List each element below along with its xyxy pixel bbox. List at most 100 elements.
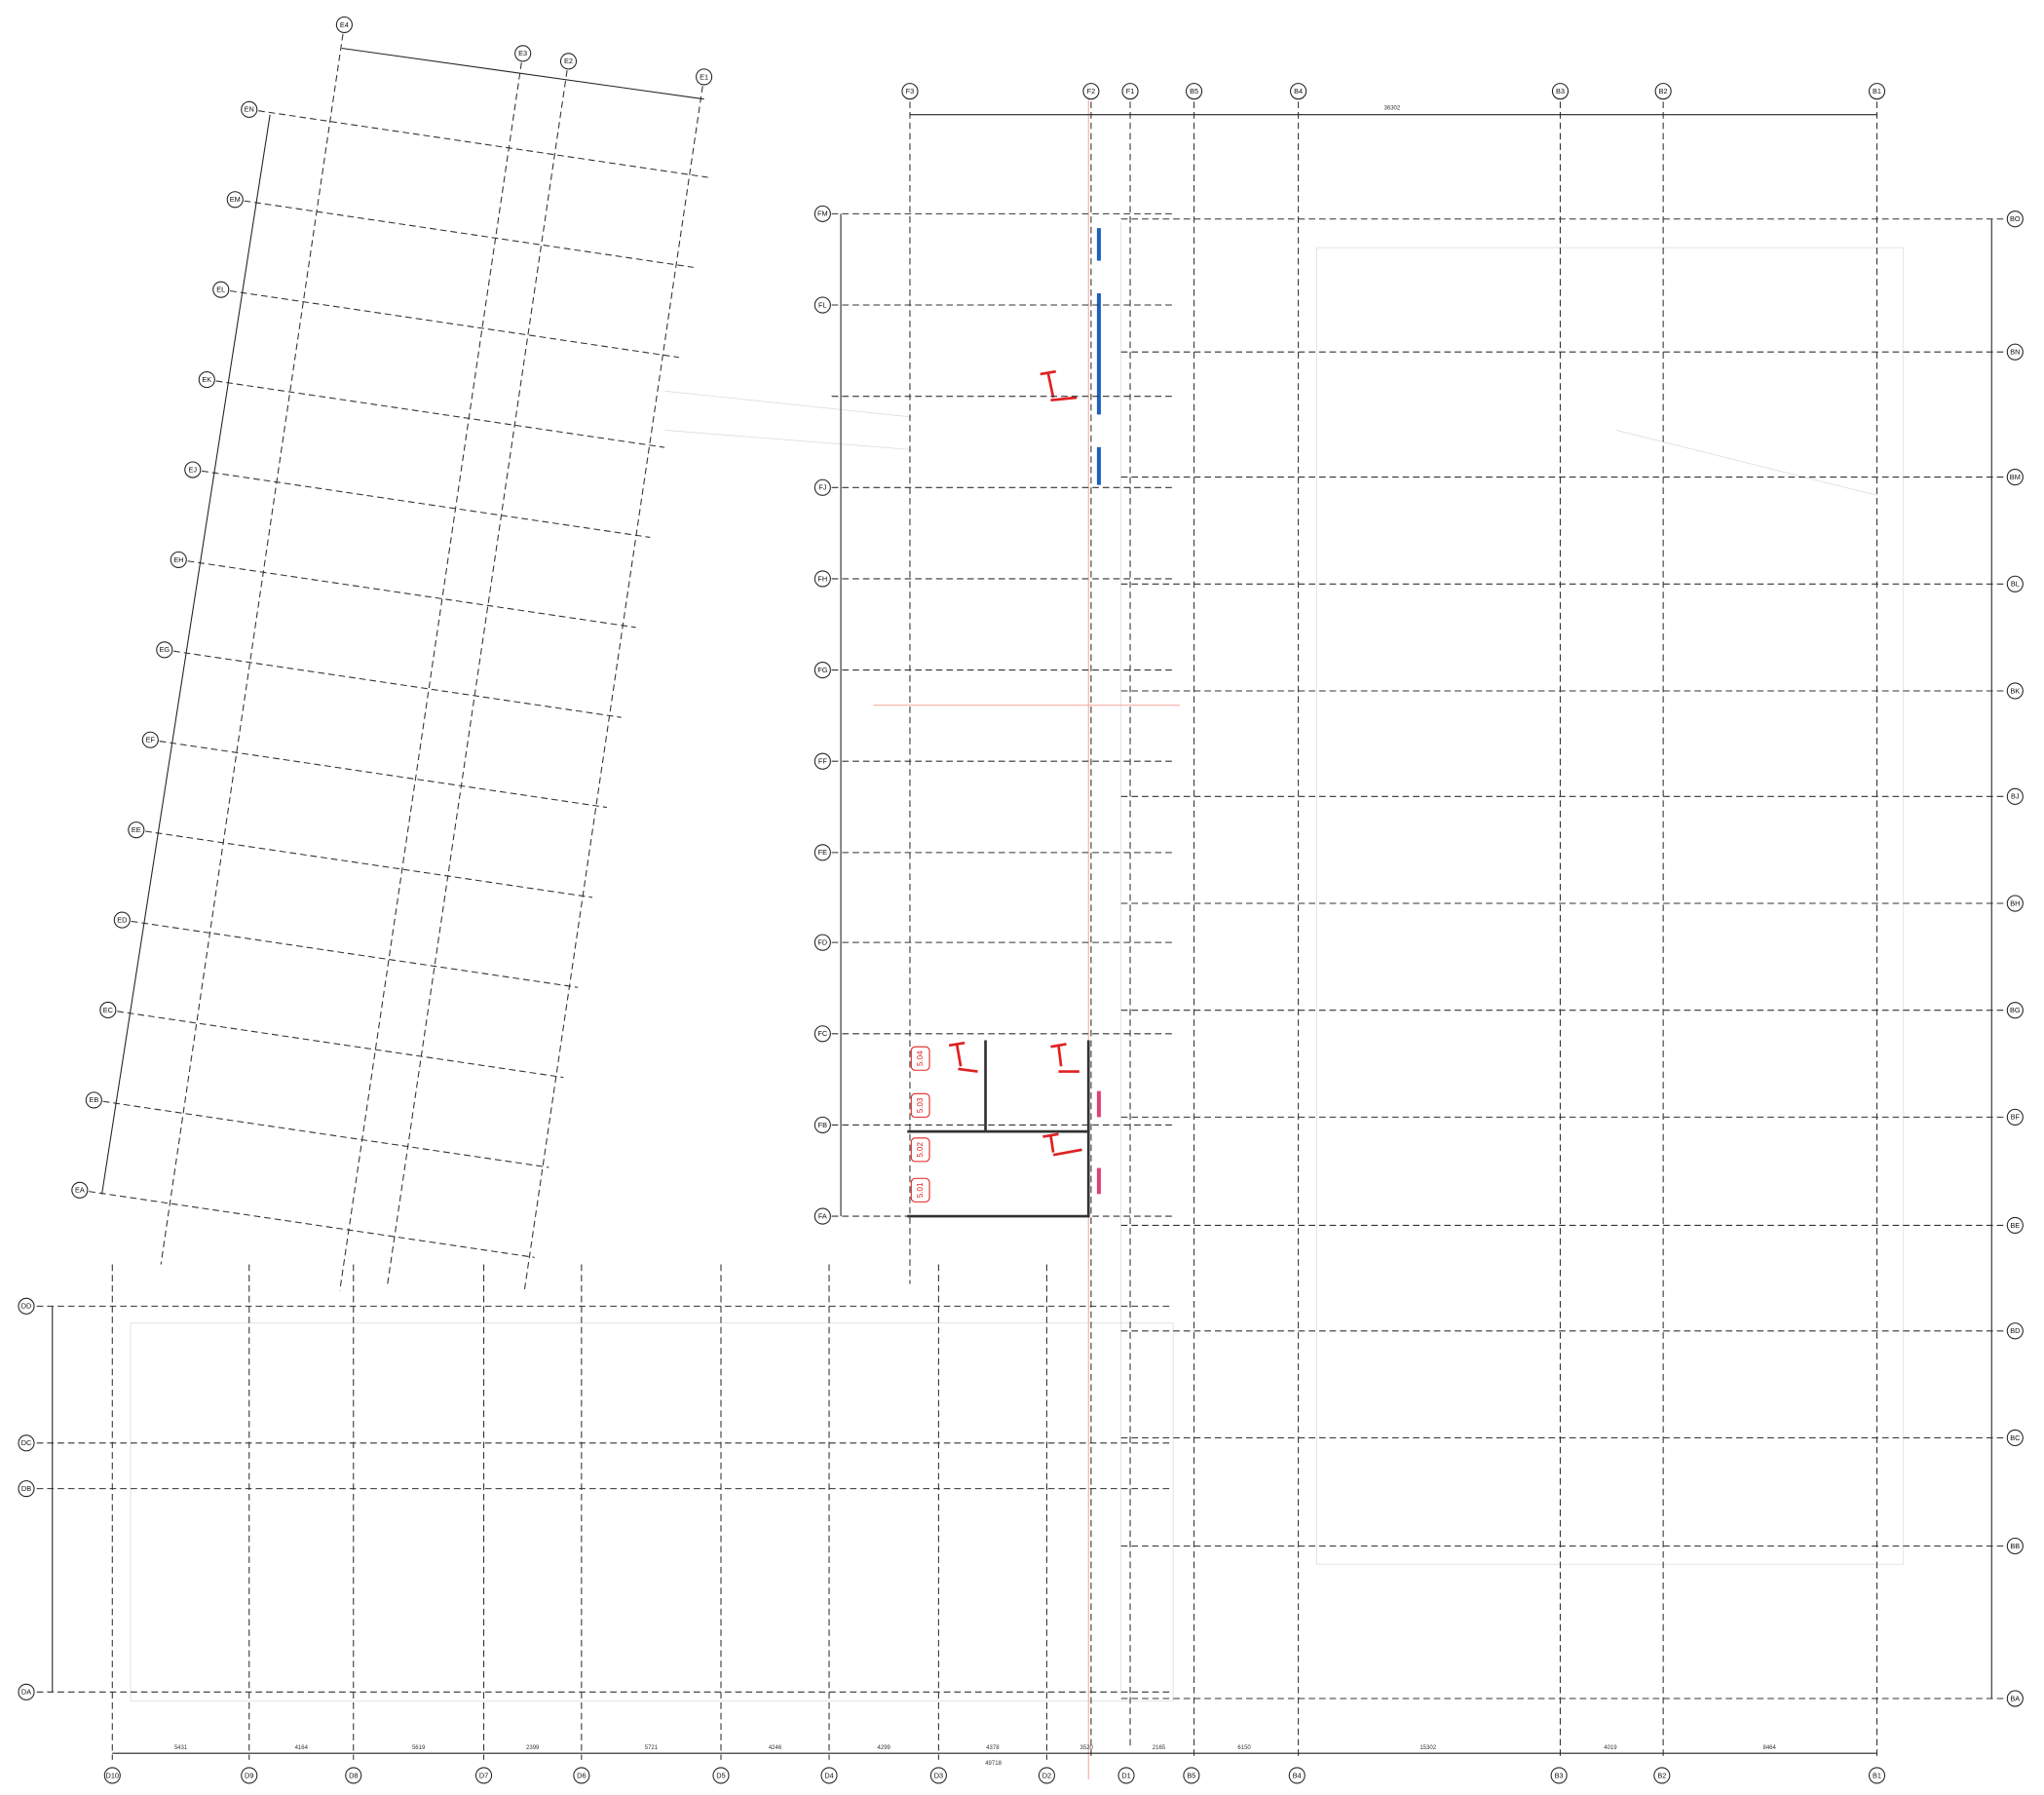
grid-bubble [1868, 1767, 1886, 1784]
grid-line [145, 830, 593, 898]
room-label: 5.01 [916, 1182, 925, 1198]
grid-bubble [2006, 575, 2024, 592]
dimension-text: 8464 [1762, 1745, 1776, 1751]
dimension-text: 15302 [1419, 1745, 1436, 1751]
grid-bubble [2006, 1322, 2024, 1340]
grid-label: BE [2010, 1221, 2020, 1230]
grid-bubble [814, 570, 831, 588]
grid-label: DA [21, 1688, 31, 1697]
grid-line [523, 86, 703, 1291]
grid-line [244, 200, 694, 268]
grid-bubble [241, 1767, 258, 1784]
grid-bubble [18, 1297, 35, 1315]
grid-label: FE [818, 848, 827, 857]
grid-label: BO [2010, 214, 2021, 223]
dimension-text: 2165 [1153, 1745, 1166, 1751]
grid-label: EK [202, 375, 211, 384]
grid-label: EL [216, 286, 225, 294]
dimension-text: 5431 [174, 1745, 188, 1751]
grid-label: BB [2010, 1542, 2020, 1550]
grid-bubble [696, 68, 713, 86]
grid-label: DB [21, 1484, 31, 1493]
room-label: 5.03 [916, 1097, 925, 1113]
grid-bubble [2006, 787, 2024, 805]
grid-label: BM [2010, 473, 2021, 481]
grid-label: F3 [906, 87, 915, 95]
dimension-text: 36302 [1384, 105, 1401, 111]
grid-bubble [814, 1025, 831, 1043]
grid-bubble [1288, 1767, 1306, 1784]
grid-bubble [1186, 83, 1203, 100]
dimension-text: 49718 [985, 1761, 1002, 1767]
grid-label: EN [245, 105, 254, 114]
grid-label: FH [817, 574, 827, 583]
grid-bubble [18, 1480, 35, 1498]
grid-bubble [1654, 83, 1672, 100]
dimension-text: 5619 [412, 1745, 426, 1751]
grid-label: BA [2010, 1694, 2020, 1702]
grid-line [89, 1191, 535, 1258]
grid-label: D6 [577, 1771, 586, 1779]
grid-bubble [226, 191, 244, 209]
grid-label: FC [817, 1029, 827, 1038]
grid-bubble [2006, 682, 2024, 700]
grid-bubble [170, 551, 187, 568]
grid-label: EA [75, 1186, 85, 1195]
grid-label: D9 [245, 1771, 253, 1779]
grid-label: BK [2010, 686, 2020, 695]
grid-bubble [2006, 1690, 2024, 1707]
dimension-line [341, 47, 704, 100]
grid-bubble [1038, 1767, 1055, 1784]
dimension-text: 2399 [526, 1745, 540, 1751]
grid-label: FJ [818, 483, 826, 492]
grid-layer: E4 E3 E2 E1 EN EM EL EK EJ EH EG EF EE ED EC EB EA F3 F2 F1… [18, 16, 2024, 1784]
grid-line [131, 920, 579, 988]
grid-label: BJ [2011, 792, 2020, 801]
grid-label: D8 [349, 1771, 358, 1779]
grid-bubble [198, 371, 215, 389]
grid-bubble [1117, 1767, 1135, 1784]
grid-bubble [2006, 210, 2024, 228]
grid-line [215, 380, 665, 448]
dimension-text: 4019 [1604, 1745, 1617, 1751]
grid-bubble [2006, 1537, 2024, 1555]
grid-label: B2 [1657, 1771, 1666, 1779]
grid-label: D1 [1121, 1771, 1130, 1779]
grid-label: E2 [564, 57, 573, 65]
grid-bubble [141, 731, 159, 748]
grid-line [117, 1011, 564, 1079]
grid-label: D4 [824, 1771, 833, 1779]
grid-bubble [18, 1434, 35, 1452]
grid-label: D7 [479, 1771, 488, 1779]
grid-bubble [1868, 83, 1886, 100]
grid-bubble [814, 1207, 831, 1225]
grid-bubble [99, 1001, 117, 1019]
grid-bubble [335, 16, 353, 33]
grid-bubble [2006, 1429, 2024, 1447]
grid-bubble [712, 1767, 730, 1784]
grid-label: ED [117, 915, 127, 924]
grid-label: BC [2010, 1433, 2021, 1442]
grid-bubble [929, 1767, 947, 1784]
grid-label: BL [2011, 580, 2020, 589]
grid-label: EE [132, 825, 141, 834]
grid-line [258, 110, 708, 178]
grid-line [102, 1100, 549, 1168]
grid-label: E3 [518, 49, 527, 57]
grid-bubble [1082, 83, 1100, 100]
grid-line [387, 70, 568, 1284]
grid-line [339, 62, 522, 1291]
grid-line [160, 33, 344, 1265]
grid-bubble [814, 934, 831, 951]
grid-line [202, 470, 651, 538]
grid-bubble [241, 100, 258, 118]
grid-label: B1 [1873, 1771, 1881, 1779]
grid-label: EB [89, 1095, 98, 1104]
grid-bubble [559, 53, 578, 70]
grid-bubble [474, 1767, 493, 1784]
grid-line [173, 650, 622, 718]
grid-bubble [814, 662, 831, 679]
grid-label: E4 [340, 20, 349, 29]
grid-bubble [2006, 895, 2024, 912]
grid-label: DD [21, 1302, 32, 1311]
